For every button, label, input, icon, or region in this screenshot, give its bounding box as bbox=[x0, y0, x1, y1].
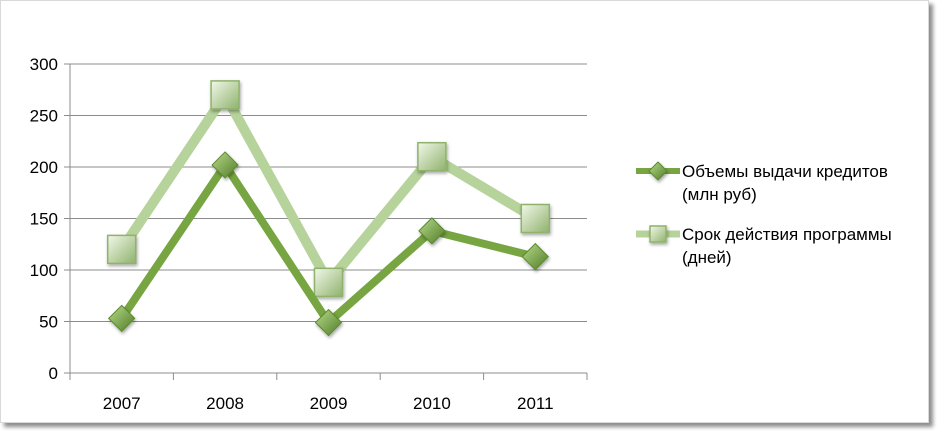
x-tick-label-2010: 2010 bbox=[413, 394, 451, 413]
series-1-point-2007 bbox=[107, 304, 136, 333]
x-tick-label-2008: 2008 bbox=[206, 394, 244, 413]
chart-frame bbox=[0, 0, 929, 423]
series-2-point-2009 bbox=[313, 267, 344, 298]
series-1-point-2010 bbox=[418, 217, 446, 245]
series-1-point-2011 bbox=[521, 242, 550, 271]
y-tick-label-100: 100 bbox=[30, 261, 58, 280]
y-tick-label-50: 50 bbox=[39, 313, 58, 332]
legend: Объемы выдачи кредитов (млн руб) Срок дейс… bbox=[636, 161, 892, 267]
series-1 bbox=[107, 151, 550, 337]
series-1-point-2009 bbox=[314, 308, 343, 337]
legend-label-1-line-2: (млн руб) bbox=[682, 185, 757, 204]
legend-entry-2: Срок действия программы (дней) bbox=[636, 225, 892, 267]
series-2-point-2008 bbox=[210, 80, 240, 110]
series-2-point-2007 bbox=[106, 234, 137, 265]
legend-label-1-line-1: Объемы выдачи кредитов bbox=[682, 162, 888, 181]
y-tick-label-0: 0 bbox=[49, 364, 58, 383]
y-tick-label-250: 250 bbox=[30, 107, 58, 126]
legend-marker-2 bbox=[649, 225, 667, 243]
series bbox=[106, 80, 551, 337]
legend-entry-1: Объемы выдачи кредитов (млн руб) bbox=[636, 161, 888, 204]
series-2-point-2011 bbox=[520, 203, 551, 234]
legend-label-2-line-2: (дней) bbox=[682, 248, 732, 267]
y-tick-label-200: 200 bbox=[30, 158, 58, 177]
legend-marker-1 bbox=[648, 161, 668, 181]
axes: 0 50 100 150 200 250 300 2007 2008 2009 2010 2011 bbox=[30, 55, 588, 413]
legend-label-2-line-1: Срок действия программы bbox=[682, 225, 892, 244]
x-tick-label-2009: 2009 bbox=[310, 394, 348, 413]
x-tick-label-2011: 2011 bbox=[517, 394, 554, 413]
y-tick-label-300: 300 bbox=[30, 55, 58, 74]
series-1-point-2008 bbox=[211, 151, 239, 179]
y-tick-label-150: 150 bbox=[30, 210, 58, 229]
series-2-point-2010 bbox=[417, 141, 447, 172]
x-tick-label-2007: 2007 bbox=[103, 394, 141, 413]
series-2 bbox=[106, 80, 551, 298]
series-1-line bbox=[118, 157, 537, 329]
series-2-line bbox=[117, 85, 538, 292]
